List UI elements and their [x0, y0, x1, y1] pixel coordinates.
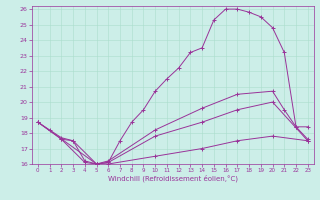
- X-axis label: Windchill (Refroidissement éolien,°C): Windchill (Refroidissement éolien,°C): [108, 175, 238, 182]
